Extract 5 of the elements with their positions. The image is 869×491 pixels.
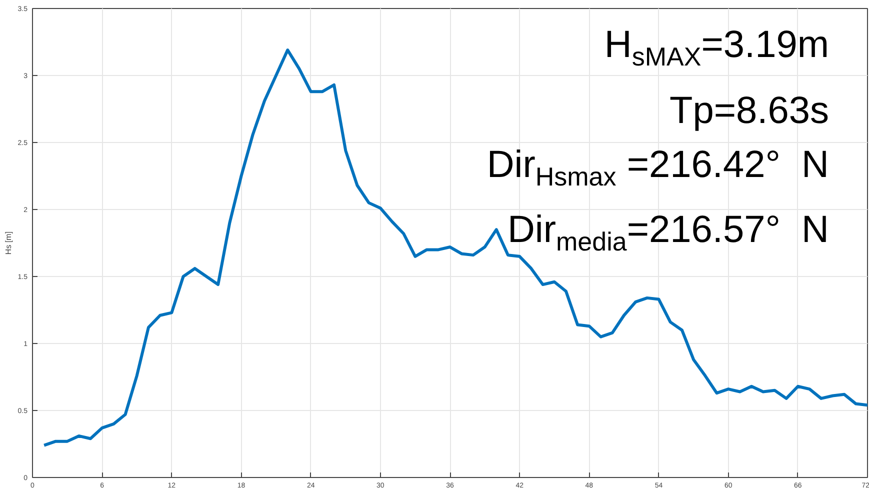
annotation: Dir$_{Hsmax}$ =216.42° N bbox=[486, 142, 829, 194]
annotation: Dir$_{media}$=216.57° N bbox=[506, 208, 829, 259]
annotation: H$_{sMAX}$=3.19m bbox=[603, 23, 829, 74]
annotation: Tp=8.63s bbox=[668, 88, 829, 134]
y-axis-title: Hs [m] bbox=[4, 231, 13, 255]
